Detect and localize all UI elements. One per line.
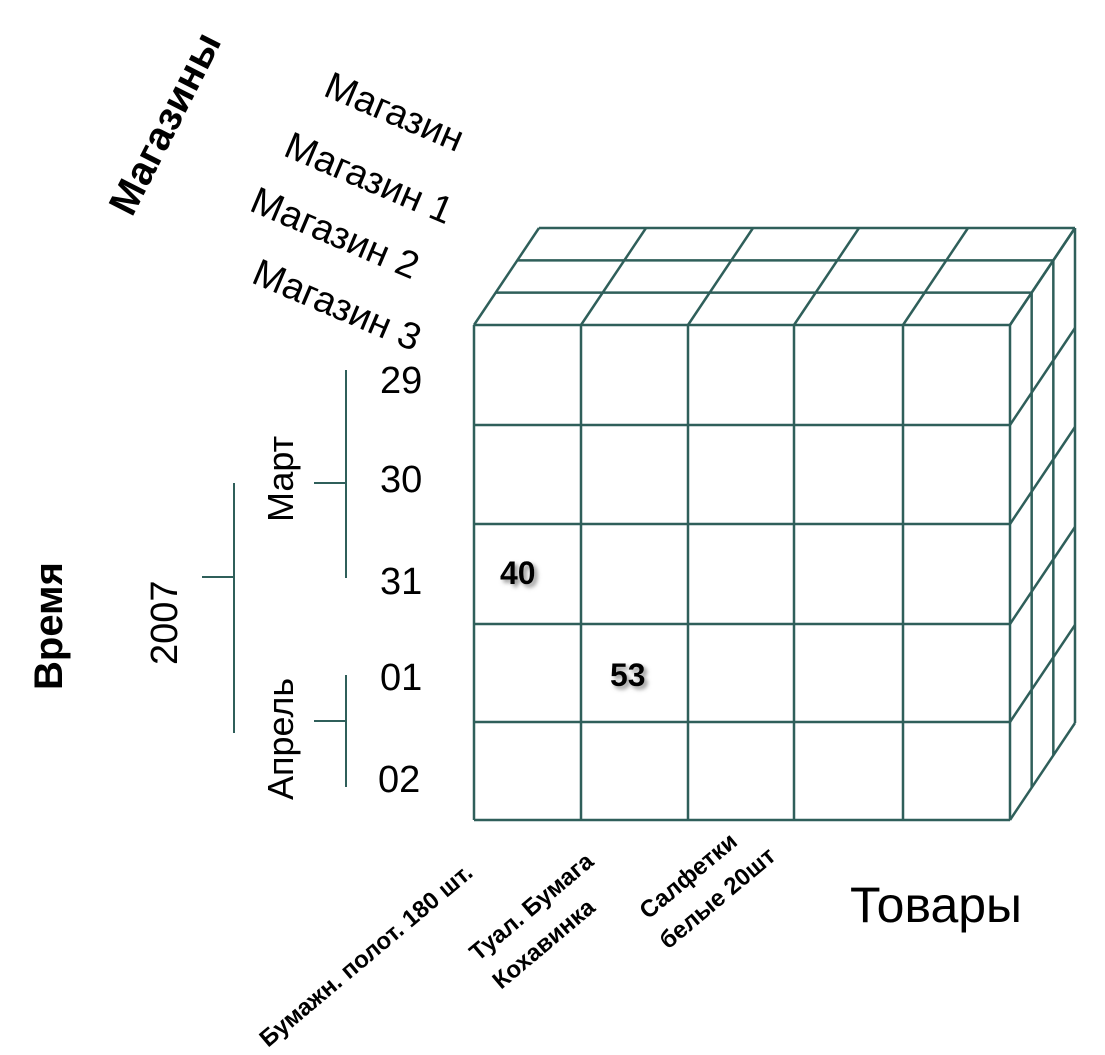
top-grid-line	[901, 227, 970, 326]
time-hierarchy-brackets	[202, 370, 347, 787]
side-grid-line	[1008, 624, 1077, 723]
day-label: 02	[378, 759, 420, 801]
side-grid-line	[1008, 722, 1077, 821]
side-grid-line	[1008, 426, 1077, 525]
top-grid-line	[792, 227, 861, 326]
product-label: Бумажн. полот. 180 шт.	[255, 859, 479, 1053]
month-label-april: Апрель	[260, 678, 301, 800]
cell-value: 40	[500, 555, 536, 591]
day-label: 29	[380, 360, 422, 402]
year-label: 2007	[144, 580, 186, 665]
cell-value: 53	[610, 657, 646, 693]
goods-dimension-title: Товары	[850, 877, 1022, 933]
side-grid-line	[1008, 227, 1077, 326]
side-grid-line	[1008, 526, 1077, 625]
time-dimension-title: Время	[27, 562, 71, 690]
stores-dimension-title: Магазины	[101, 25, 230, 222]
side-grid-line	[1008, 327, 1077, 426]
top-grid-line	[472, 227, 541, 326]
day-label: 30	[380, 459, 422, 501]
month-label-march: Март	[260, 436, 301, 522]
top-grid-line	[686, 227, 755, 326]
day-label: 31	[380, 561, 422, 603]
day-label: 01	[380, 657, 422, 699]
top-grid-line	[579, 227, 648, 326]
cube-grid	[472, 226, 1077, 822]
